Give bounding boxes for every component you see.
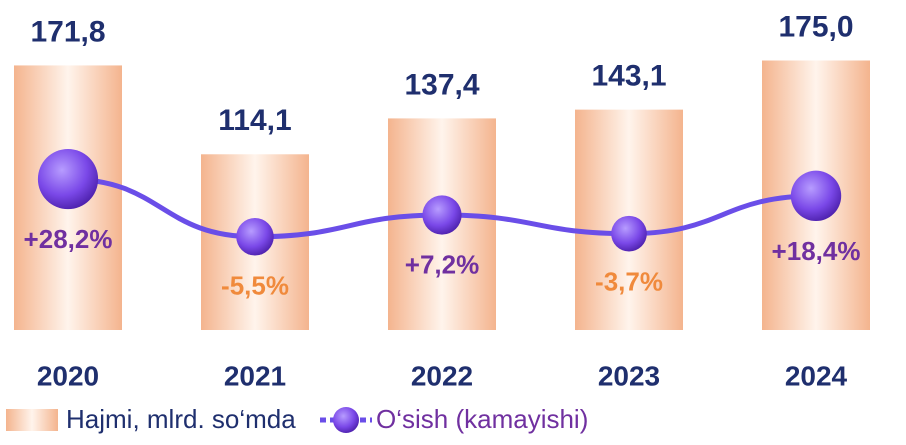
legend-swatch-bar	[6, 409, 58, 431]
growth-dot	[37, 148, 99, 210]
growth-dot	[790, 170, 842, 222]
legend-swatch-dot	[333, 407, 359, 433]
bar-value-label: 175,0	[778, 10, 853, 43]
x-tick-label: 2024	[785, 360, 848, 391]
legend-label: O‘sish (kamayishi)	[376, 404, 588, 434]
x-tick-label: 2023	[598, 360, 660, 391]
legend-label: Hajmi, mlrd. so‘mda	[66, 404, 296, 434]
growth-label: +18,4%	[772, 236, 861, 266]
growth-label: +7,2%	[405, 249, 479, 279]
x-tick-label: 2022	[411, 360, 473, 391]
growth-label: -5,5%	[221, 270, 289, 300]
bar-value-label: 114,1	[218, 104, 291, 137]
growth-label: +28,2%	[24, 224, 113, 254]
x-tick-label: 2021	[224, 360, 286, 391]
x-tick-label: 2020	[37, 360, 99, 391]
bar-value-label: 137,4	[404, 68, 479, 101]
bar-value-label: 143,1	[591, 60, 666, 93]
growth-dot	[236, 217, 274, 256]
bar-value-label: 171,8	[30, 15, 105, 48]
growth-dot	[422, 195, 462, 235]
growth-label: -3,7%	[595, 266, 663, 296]
growth-dot	[611, 215, 647, 252]
